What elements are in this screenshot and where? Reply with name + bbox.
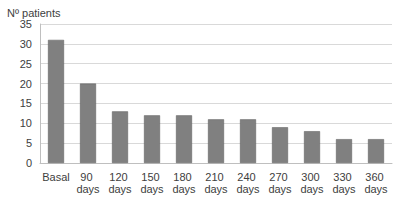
svg-text:25: 25 [20,58,32,70]
svg-text:180: 180 [173,171,194,183]
svg-text:days: days [108,183,132,195]
svg-text:days: days [76,183,100,195]
svg-text:Nº patients: Nº patients [7,7,61,19]
svg-text:10: 10 [20,117,32,129]
svg-text:15: 15 [20,97,32,109]
svg-text:0: 0 [26,157,32,169]
svg-text:days: days [300,183,324,195]
svg-text:240: 240 [237,171,258,183]
svg-text:days: days [172,183,196,195]
svg-text:Basal: Basal [42,171,70,183]
svg-text:360: 360 [365,171,386,183]
svg-text:20: 20 [20,78,32,90]
svg-text:days: days [140,183,164,195]
svg-text:270: 270 [269,171,290,183]
svg-text:210: 210 [205,171,226,183]
svg-text:30: 30 [20,38,32,50]
svg-text:days: days [236,183,260,195]
svg-text:120: 120 [109,171,130,183]
svg-text:days: days [268,183,292,195]
svg-text:90: 90 [80,171,95,183]
svg-text:days: days [364,183,388,195]
svg-text:35: 35 [20,18,32,30]
svg-text:150: 150 [141,171,162,183]
svg-text:5: 5 [26,137,32,149]
svg-text:330: 330 [333,171,354,183]
svg-text:days: days [204,183,228,195]
svg-text:300: 300 [301,171,322,183]
svg-text:days: days [332,183,356,195]
